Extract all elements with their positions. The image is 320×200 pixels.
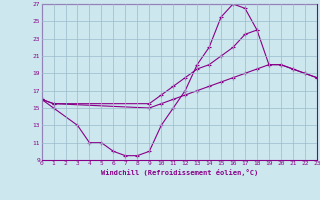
X-axis label: Windchill (Refroidissement éolien,°C): Windchill (Refroidissement éolien,°C) bbox=[100, 169, 258, 176]
